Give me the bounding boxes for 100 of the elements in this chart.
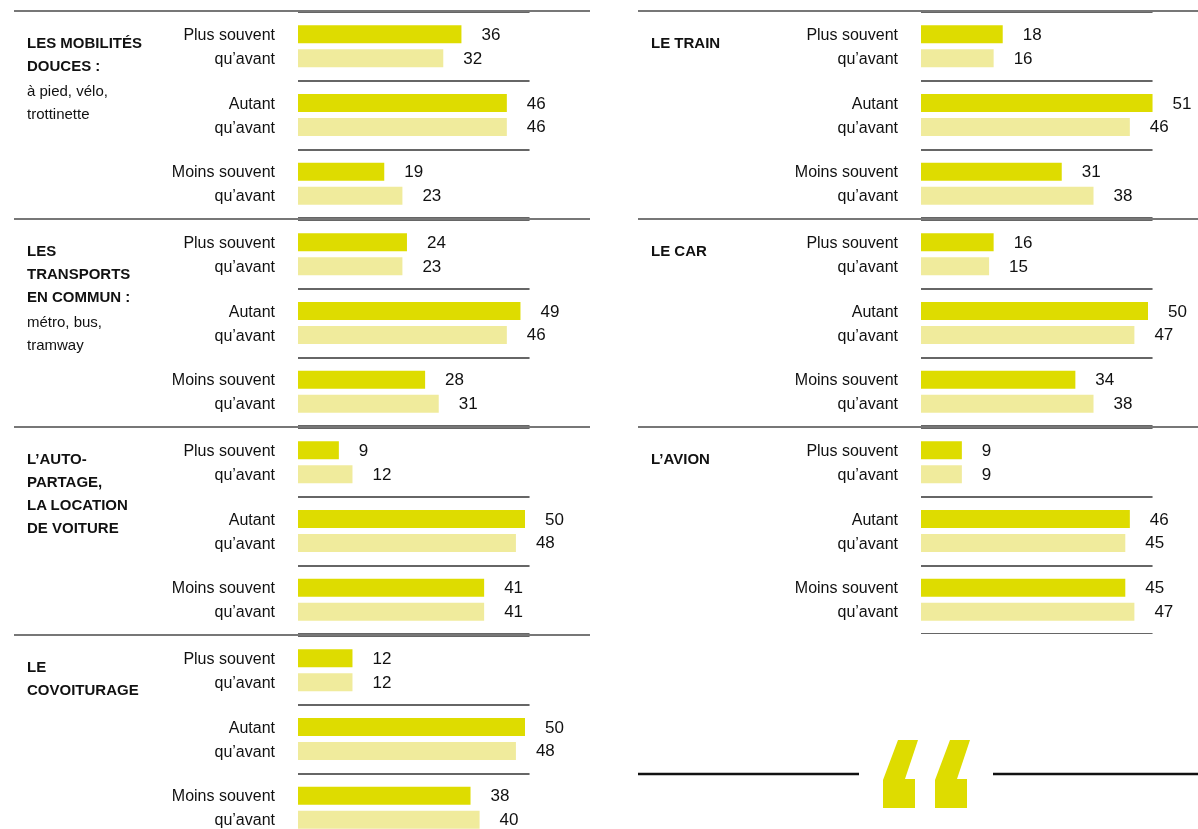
data-label: 12 xyxy=(372,672,392,692)
bar xyxy=(921,602,1135,621)
data-label: 16 xyxy=(1013,48,1033,68)
y-tick-label: Plus souvent qu’avant xyxy=(183,441,276,483)
data-label: 9 xyxy=(981,440,992,460)
data-label: 47 xyxy=(1154,602,1174,622)
y-tick-label: Plus souvent qu’avant xyxy=(806,441,899,483)
bar xyxy=(921,578,1126,597)
bar xyxy=(921,394,1094,413)
bar xyxy=(298,673,353,692)
data-label: 48 xyxy=(535,741,555,761)
data-label: 45 xyxy=(1145,578,1165,598)
y-tick-label: Moins souvent qu’avant xyxy=(794,579,899,621)
bar xyxy=(921,117,1130,136)
data-label: 18 xyxy=(1022,24,1042,44)
data-label: 41 xyxy=(504,578,524,598)
bar xyxy=(921,162,1062,181)
bar xyxy=(298,49,444,68)
data-label: 24 xyxy=(426,232,446,252)
y-tick-label: Autant qu’avant xyxy=(214,94,276,136)
y-tick-label: Moins souvent qu’avant xyxy=(171,163,276,205)
data-label: 45 xyxy=(1145,533,1165,553)
y-tick-label: Moins souvent qu’avant xyxy=(794,163,899,205)
data-label: 50 xyxy=(545,717,564,737)
data-label: 32 xyxy=(463,48,483,68)
text: LE CAR xyxy=(651,242,707,259)
bar xyxy=(921,533,1126,552)
data-label: 12 xyxy=(372,464,392,484)
data-label: 51 xyxy=(1172,93,1192,113)
data-label: 38 xyxy=(1113,186,1133,206)
data-label: 50 xyxy=(1168,301,1187,321)
data-label: 46 xyxy=(526,93,546,113)
data-label: 9 xyxy=(358,440,369,460)
data-label: 23 xyxy=(422,186,442,206)
bar xyxy=(921,370,1076,389)
data-label: 46 xyxy=(526,325,546,345)
bar xyxy=(921,441,962,460)
data-label: 40 xyxy=(499,810,519,829)
text: LES MOBILITÉS DOUCES : xyxy=(27,34,143,74)
bar xyxy=(298,370,426,389)
bar xyxy=(298,117,507,136)
bar xyxy=(298,325,507,344)
y-tick-label: Plus souvent qu’avant xyxy=(183,25,276,67)
y-tick-label: Autant qu’avant xyxy=(214,510,276,552)
y-tick-label: Moins souvent qu’avant xyxy=(794,371,899,413)
data-label: 48 xyxy=(535,533,555,553)
text: L’AUTO- PARTAGE, LA LOCATION DE VOITURE xyxy=(27,450,128,536)
text: L’AVION xyxy=(651,450,710,467)
data-label: 19 xyxy=(404,162,424,182)
bar xyxy=(921,233,994,252)
bar xyxy=(298,786,471,805)
text: LE COVOITURAGE xyxy=(27,658,139,698)
bar xyxy=(298,510,525,529)
y-tick-label: Autant qu’avant xyxy=(837,510,899,552)
data-label: 28 xyxy=(445,370,465,390)
data-label: 49 xyxy=(540,301,560,321)
data-label: 34 xyxy=(1095,370,1115,390)
bar xyxy=(298,602,485,621)
text: à pied, vélo, trottinette xyxy=(27,82,108,122)
bar xyxy=(298,25,462,44)
text: LES TRANSPORTS EN COMMUN : xyxy=(27,242,131,305)
y-tick-label: Plus souvent qu’avant xyxy=(183,233,276,275)
data-label: 15 xyxy=(1009,256,1029,276)
y-tick-label: Plus souvent qu’avant xyxy=(183,649,276,691)
bar xyxy=(298,465,353,484)
bar xyxy=(921,465,962,484)
bar xyxy=(298,233,407,252)
data-label: 12 xyxy=(372,648,392,668)
data-label: 50 xyxy=(545,509,564,529)
data-label: 46 xyxy=(526,117,546,137)
bar xyxy=(298,94,507,113)
y-tick-label: Autant qu’avant xyxy=(214,302,276,344)
data-label: 36 xyxy=(481,24,501,44)
bar xyxy=(921,325,1135,344)
y-tick-label: Plus souvent qu’avant xyxy=(806,233,899,275)
data-label: 46 xyxy=(1149,117,1169,137)
bar xyxy=(298,810,480,829)
bar xyxy=(298,162,385,181)
y-tick-label: Autant qu’avant xyxy=(837,302,899,344)
data-label: 46 xyxy=(1149,509,1169,529)
data-label: 47 xyxy=(1154,325,1174,345)
bar xyxy=(921,302,1148,321)
data-label: 38 xyxy=(490,786,510,806)
y-tick-label: Moins souvent qu’avant xyxy=(171,787,276,829)
y-tick-label: Autant qu’avant xyxy=(214,718,276,760)
bar xyxy=(921,510,1130,529)
bar xyxy=(298,441,339,460)
bar xyxy=(921,186,1094,205)
bar xyxy=(298,394,439,413)
text: métro, bus, tramway xyxy=(27,313,103,353)
bar xyxy=(298,186,403,205)
bar xyxy=(298,741,516,760)
bar xyxy=(921,94,1153,113)
data-label: 16 xyxy=(1013,232,1033,252)
data-label: 9 xyxy=(981,464,992,484)
text: LE TRAIN xyxy=(651,34,721,51)
data-label: 41 xyxy=(504,602,524,622)
bar xyxy=(298,533,516,552)
y-tick-label: Plus souvent qu’avant xyxy=(806,25,899,67)
bar xyxy=(298,718,525,737)
